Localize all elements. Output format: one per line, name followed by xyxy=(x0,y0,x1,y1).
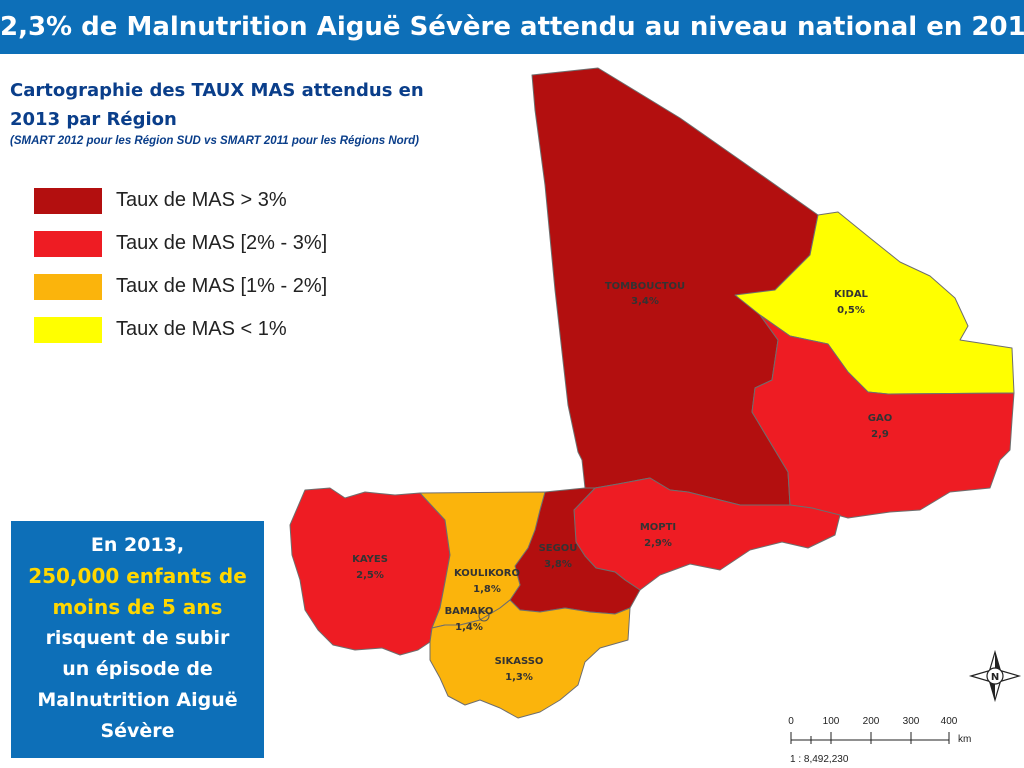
legend-label: Taux de MAS > 3% xyxy=(116,189,287,211)
scale-unit: km xyxy=(958,734,971,745)
scale-bar: 0 100 200 300 400 km 1 : 8,492,230 xyxy=(788,716,971,765)
info-highlight-age: moins de 5 ans xyxy=(52,595,223,619)
region-sikasso xyxy=(429,599,631,719)
legend-swatch xyxy=(34,317,102,343)
label-tombouctou-value: 3,4% xyxy=(631,296,659,307)
scale-ratio: 1 : 8,492,230 xyxy=(790,754,849,765)
subtitle-line-1: Cartographie des TAUX MAS attendus en xyxy=(10,80,424,101)
info-line-year: En 2013, xyxy=(90,534,185,556)
map-subtitle: Cartographie des TAUX MAS attendus en 20… xyxy=(10,76,480,134)
label-gao-name: GAO xyxy=(868,413,892,424)
scale-tick-0: 0 xyxy=(788,716,794,727)
label-koulikoro-value: 1,8% xyxy=(473,584,501,595)
label-sikasso-value: 1,3% xyxy=(505,672,533,683)
legend-swatch xyxy=(34,231,102,257)
legend-label: Taux de MAS [2% - 3%] xyxy=(116,232,328,254)
subtitle-line-2: 2013 par Région xyxy=(10,109,177,130)
scale-tick-200: 200 xyxy=(863,716,880,727)
label-kayes-value: 2,5% xyxy=(356,570,384,581)
label-bamako-value: 1,4% xyxy=(455,622,483,633)
north-arrow-icon: N xyxy=(968,649,1022,703)
page-title: 2,3% de Malnutrition Aiguë Sévère attend… xyxy=(0,0,1024,54)
subtitle-note: (SMART 2012 pour les Région SUD vs SMART… xyxy=(10,135,419,147)
legend-swatch xyxy=(34,188,102,214)
info-highlight-count: 250,000 enfants de xyxy=(28,564,247,588)
scale-tick-400: 400 xyxy=(941,716,958,727)
info-line-malnutrition: Malnutrition Aiguë xyxy=(37,689,238,711)
north-letter: N xyxy=(991,672,999,683)
label-sikasso-name: SIKASSO xyxy=(495,656,544,667)
label-gao-value: 2,9 xyxy=(871,429,889,440)
label-segou-value: 3,8% xyxy=(544,559,572,570)
info-line-episode: un épisode de xyxy=(62,658,213,680)
label-kidal-value: 0,5% xyxy=(837,305,865,316)
info-line-risk: risquent de subir xyxy=(45,627,230,649)
label-koulikoro-name: KOULIKORO xyxy=(454,568,520,579)
label-mopti-name: MOPTI xyxy=(640,522,676,533)
legend-label: Taux de MAS < 1% xyxy=(116,318,287,340)
label-bamako-name: BAMAKO xyxy=(445,606,494,617)
label-kayes-name: KAYES xyxy=(352,554,388,565)
scale-tick-300: 300 xyxy=(903,716,920,727)
region-gao xyxy=(751,314,1015,519)
label-tombouctou-name: TOMBOUCTOU xyxy=(605,281,685,292)
scale-tick-100: 100 xyxy=(823,716,840,727)
info-box: En 2013, 250,000 enfants de moins de 5 a… xyxy=(11,521,264,758)
legend-label: Taux de MAS [1% - 2%] xyxy=(116,275,328,297)
label-mopti-value: 2,9% xyxy=(644,538,672,549)
bamako-marker xyxy=(478,610,490,622)
info-line-severe: Sévère xyxy=(100,720,175,742)
label-kidal-name: KIDAL xyxy=(834,289,869,300)
legend-swatch xyxy=(34,274,102,300)
label-segou-name: SEGOU xyxy=(539,543,578,554)
